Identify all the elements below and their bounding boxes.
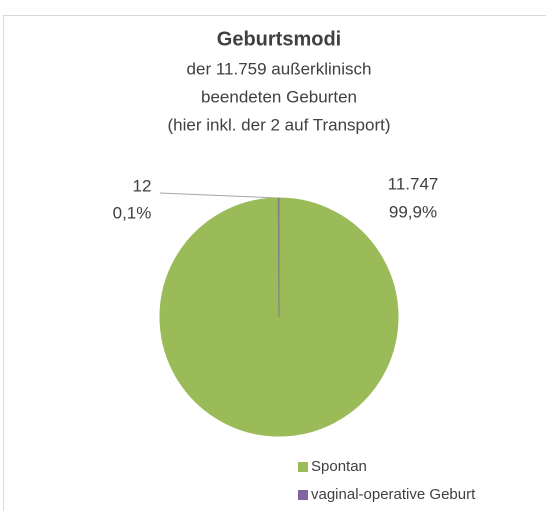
chart-subtitle: beendeten Geburten (201, 87, 357, 106)
pie-slice (277, 197, 280, 318)
data-label: 12 (133, 176, 152, 195)
legend-label: Spontan (311, 458, 367, 475)
legend-swatch (298, 462, 308, 472)
chart-subtitle: (hier inkl. der 2 auf Transport) (168, 115, 391, 134)
data-label: 11.747 (388, 174, 439, 193)
chart-title: Geburtsmodi (217, 28, 341, 50)
chart-subtitle: der 11.759 außerklinisch (187, 59, 372, 78)
legend-label: vaginal-operative Geburt (311, 486, 476, 503)
data-label: 0,1% (113, 203, 152, 222)
leader-line (159, 192, 279, 199)
data-label: 99,9% (389, 202, 437, 221)
legend-swatch (298, 490, 308, 500)
